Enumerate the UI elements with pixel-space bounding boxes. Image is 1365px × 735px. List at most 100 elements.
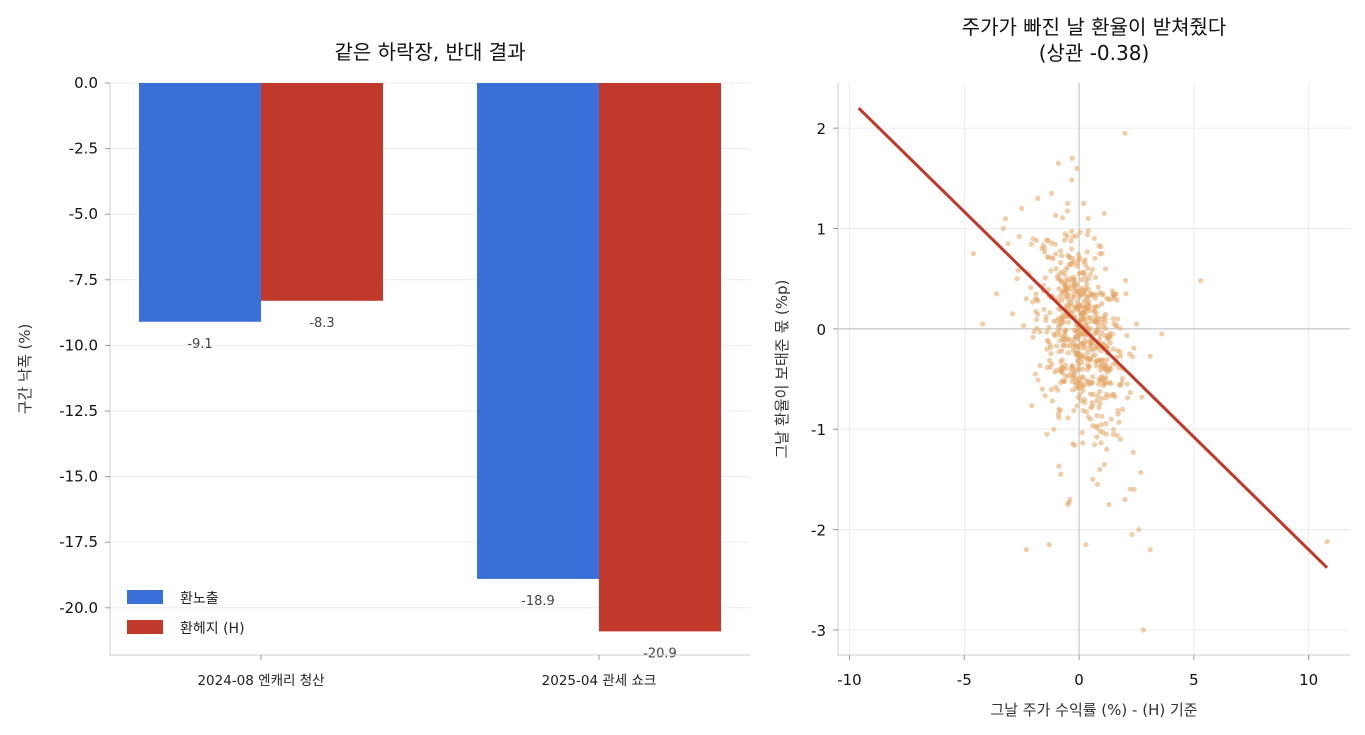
scatter-point	[1085, 355, 1091, 362]
scatter-point	[1058, 297, 1065, 304]
scatter-point	[1097, 333, 1103, 339]
scatter-point	[1103, 380, 1109, 386]
scatter-point	[1055, 160, 1062, 166]
scatter-point	[1106, 501, 1112, 508]
scatter-point	[1088, 416, 1094, 422]
scatter-point	[1070, 441, 1076, 447]
y-tick-label: -7.5	[69, 271, 98, 289]
scatter-chart-x-axis-label: 그날 주가 수익률 (%) - (H) 기준	[990, 701, 1197, 719]
scatter-point	[1198, 278, 1204, 284]
scatter-point	[1065, 297, 1071, 303]
scatter-point	[1093, 274, 1099, 281]
scatter-point	[1098, 422, 1104, 428]
scatter-point	[1085, 228, 1091, 234]
scatter-point	[1098, 440, 1104, 446]
bar-data-label: -18.9	[521, 594, 555, 609]
scatter-point	[1085, 380, 1091, 387]
scatter-point	[1076, 376, 1082, 382]
scatter-point	[1098, 319, 1104, 325]
scatter-point	[1130, 449, 1136, 455]
scatter-point	[1079, 287, 1085, 293]
scatter-point	[1078, 276, 1085, 283]
scatter-point	[1057, 248, 1064, 254]
scatter-point	[1071, 276, 1077, 282]
scatter-point	[1059, 253, 1065, 259]
scatter-point	[1089, 292, 1095, 298]
scatter-point	[1098, 243, 1104, 250]
scatter-point	[1096, 357, 1102, 363]
scatter-point	[1147, 353, 1153, 359]
scatter-point	[1064, 343, 1070, 349]
scatter-point	[1077, 229, 1083, 235]
scatter-point	[1083, 305, 1089, 311]
scatter-point	[1037, 329, 1043, 335]
scatter-point	[1054, 367, 1060, 373]
x-tick-label: 5	[1189, 671, 1199, 689]
scatter-point	[1122, 277, 1129, 284]
scatter-point	[1102, 320, 1108, 326]
y-tick-label: -3	[811, 622, 826, 640]
scatter-point	[1055, 411, 1062, 417]
scatter-point	[1030, 334, 1036, 340]
scatter-point	[1124, 332, 1130, 339]
scatter-point	[1044, 237, 1050, 243]
scatter-point	[1119, 375, 1126, 382]
scatter-chart-y-ticks: 2 1 0 -1 -2 -3	[811, 120, 838, 640]
scatter-point	[1086, 275, 1092, 282]
scatter-point	[1075, 358, 1081, 364]
scatter-point	[1042, 275, 1048, 281]
y-tick-label: -15.0	[59, 468, 98, 486]
scatter-point	[1080, 383, 1086, 389]
scatter-point	[1094, 481, 1101, 488]
scatter-point	[1071, 291, 1077, 298]
scatter-point	[1097, 428, 1103, 434]
scatter-point	[1042, 393, 1048, 399]
scatter-point	[1062, 332, 1068, 338]
y-tick-label: -5.0	[69, 205, 98, 223]
scatter-point	[1124, 381, 1130, 387]
scatter-point	[1114, 322, 1120, 329]
scatter-point	[1099, 375, 1106, 382]
scatter-point	[1070, 256, 1076, 262]
scatter-point	[1081, 200, 1087, 207]
scatter-point	[1080, 387, 1086, 394]
scatter-point	[1044, 346, 1050, 352]
scatter-point	[1048, 361, 1055, 367]
scatter-point	[1042, 245, 1048, 252]
scatter-point	[1127, 486, 1134, 492]
scatter-point	[1028, 285, 1034, 291]
scatter-point	[1053, 251, 1059, 257]
scatter-point	[1107, 296, 1114, 303]
scatter-point	[1075, 384, 1081, 390]
y-tick-label: 0	[816, 321, 826, 339]
scatter-point	[1031, 329, 1037, 335]
scatter-point	[1058, 359, 1064, 365]
scatter-point	[1133, 321, 1140, 327]
scatter-point	[1046, 542, 1052, 548]
scatter-point	[1092, 442, 1098, 448]
scatter-point	[1054, 330, 1060, 336]
scatter-point	[980, 321, 986, 327]
scatter-point	[1063, 327, 1069, 333]
scatter-point	[1110, 315, 1116, 322]
scatter-point	[1070, 387, 1076, 393]
scatter-chart-title: 주가가 빠진 날 환율이 받쳐줬다	[962, 15, 1227, 39]
scatter-point	[1089, 266, 1096, 273]
scatter-point	[1098, 363, 1104, 369]
x-tick-label: 10	[1299, 671, 1318, 689]
scatter-point	[1062, 337, 1069, 344]
scatter-point	[1029, 403, 1035, 409]
scatter-point	[1056, 286, 1062, 292]
scatter-point	[1097, 367, 1103, 373]
scatter-point	[1096, 381, 1102, 387]
scatter-point	[1066, 284, 1072, 290]
scatter-point	[1131, 345, 1137, 351]
bar-chart-y-axis-label: 구간 낙폭 (%)	[16, 324, 34, 415]
scatter-point	[1107, 340, 1113, 346]
scatter-point	[1068, 246, 1075, 252]
bar-hedged	[599, 83, 721, 632]
scatter-point	[1090, 347, 1096, 353]
bar-chart-title: 같은 하락장, 반대 결과	[334, 40, 525, 64]
scatter-point	[1051, 426, 1057, 432]
scatter-point	[1074, 263, 1080, 269]
